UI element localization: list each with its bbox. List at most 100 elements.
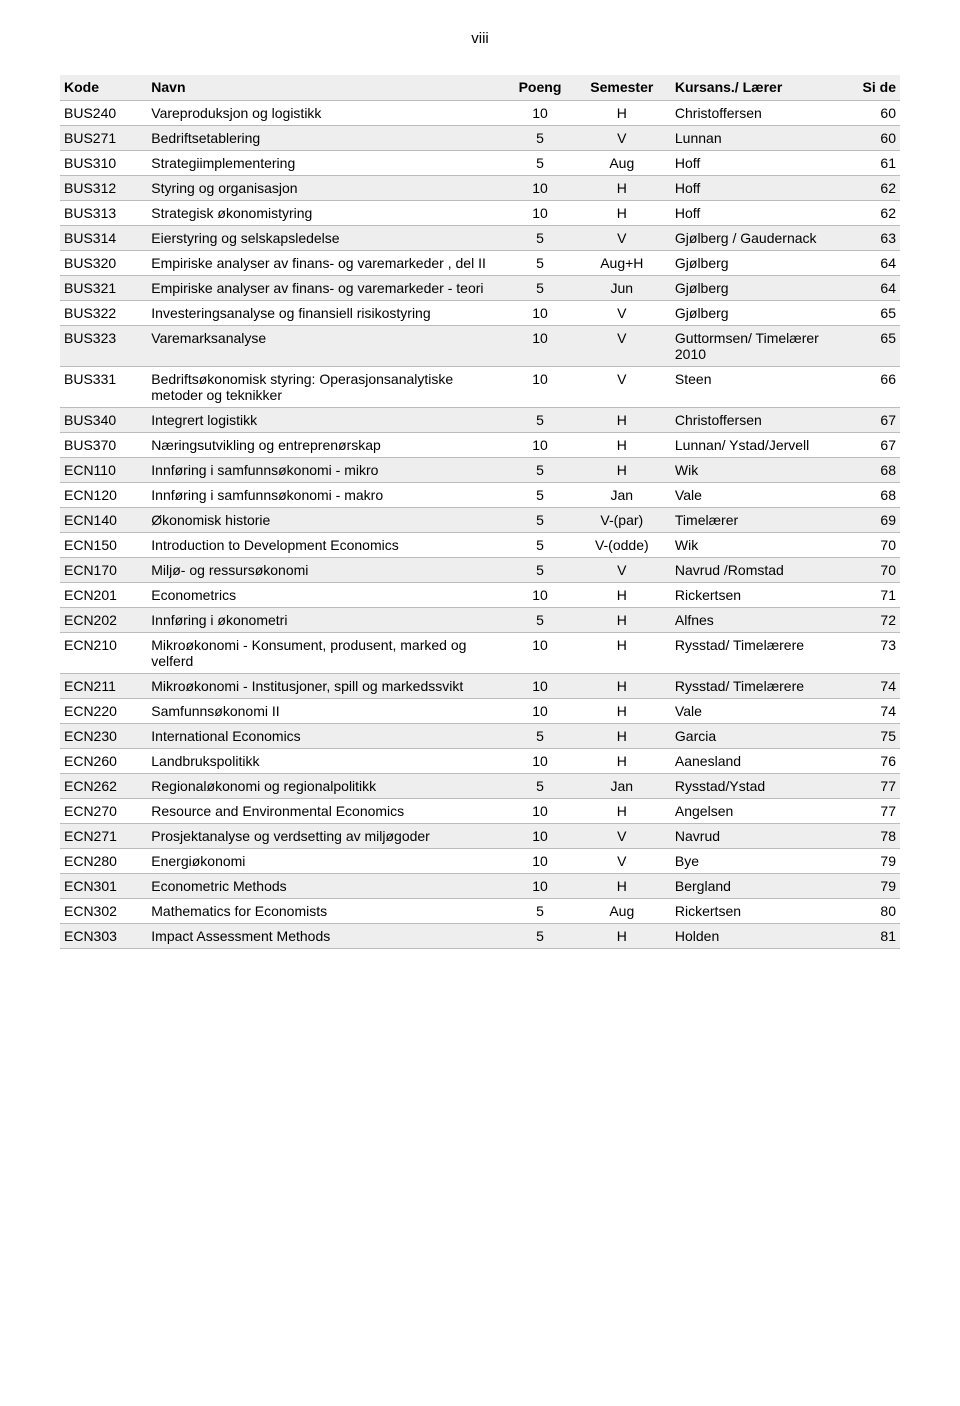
cell-kode: ECN110 bbox=[60, 458, 147, 483]
cell-poeng: 5 bbox=[507, 533, 572, 558]
cell-semester: V bbox=[573, 126, 671, 151]
cell-navn: Empiriske analyser av finans- og varemar… bbox=[147, 276, 507, 301]
cell-side: 68 bbox=[856, 458, 900, 483]
table-row: BUS314Eierstyring og selskapsledelse5VGj… bbox=[60, 226, 900, 251]
cell-kode: ECN150 bbox=[60, 533, 147, 558]
cell-kode: ECN230 bbox=[60, 724, 147, 749]
cell-side: 81 bbox=[856, 924, 900, 949]
cell-poeng: 10 bbox=[507, 326, 572, 367]
cell-kode: BUS370 bbox=[60, 433, 147, 458]
table-row: BUS271Bedriftsetablering5VLunnan60 bbox=[60, 126, 900, 151]
table-row: ECN280Energiøkonomi10VBye79 bbox=[60, 849, 900, 874]
cell-kode: BUS314 bbox=[60, 226, 147, 251]
cell-kode: ECN170 bbox=[60, 558, 147, 583]
cell-semester: V bbox=[573, 367, 671, 408]
cell-side: 80 bbox=[856, 899, 900, 924]
cell-kode: ECN302 bbox=[60, 899, 147, 924]
cell-semester: H bbox=[573, 101, 671, 126]
cell-laerer: Gjølberg bbox=[671, 251, 856, 276]
cell-semester: Aug bbox=[573, 151, 671, 176]
cell-side: 61 bbox=[856, 151, 900, 176]
cell-side: 68 bbox=[856, 483, 900, 508]
cell-semester: H bbox=[573, 583, 671, 608]
cell-navn: Introduction to Development Economics bbox=[147, 533, 507, 558]
cell-side: 67 bbox=[856, 433, 900, 458]
cell-kode: ECN262 bbox=[60, 774, 147, 799]
cell-navn: Regionaløkonomi og regionalpolitikk bbox=[147, 774, 507, 799]
table-row: BUS322Investeringsanalyse og finansiell … bbox=[60, 301, 900, 326]
cell-navn: Vareproduksjon og logistikk bbox=[147, 101, 507, 126]
cell-laerer: Alfnes bbox=[671, 608, 856, 633]
cell-navn: Miljø- og ressursøkonomi bbox=[147, 558, 507, 583]
table-row: ECN301Econometric Methods10HBergland79 bbox=[60, 874, 900, 899]
table-row: ECN150Introduction to Development Econom… bbox=[60, 533, 900, 558]
cell-kode: ECN270 bbox=[60, 799, 147, 824]
cell-side: 77 bbox=[856, 799, 900, 824]
cell-poeng: 10 bbox=[507, 849, 572, 874]
cell-side: 76 bbox=[856, 749, 900, 774]
cell-laerer: Bergland bbox=[671, 874, 856, 899]
table-row: ECN302Mathematics for Economists5AugRick… bbox=[60, 899, 900, 924]
table-row: ECN270Resource and Environmental Economi… bbox=[60, 799, 900, 824]
cell-navn: Investeringsanalyse og finansiell risiko… bbox=[147, 301, 507, 326]
page-number: viii bbox=[60, 30, 900, 47]
cell-poeng: 5 bbox=[507, 774, 572, 799]
cell-navn: Mathematics for Economists bbox=[147, 899, 507, 924]
cell-poeng: 5 bbox=[507, 151, 572, 176]
cell-navn: Bedriftsetablering bbox=[147, 126, 507, 151]
cell-side: 72 bbox=[856, 608, 900, 633]
cell-poeng: 10 bbox=[507, 433, 572, 458]
cell-poeng: 10 bbox=[507, 367, 572, 408]
cell-kode: ECN202 bbox=[60, 608, 147, 633]
cell-laerer: Wik bbox=[671, 533, 856, 558]
cell-kode: BUS322 bbox=[60, 301, 147, 326]
cell-side: 60 bbox=[856, 101, 900, 126]
cell-kode: BUS340 bbox=[60, 408, 147, 433]
table-row: BUS310Strategiimplementering5AugHoff61 bbox=[60, 151, 900, 176]
cell-side: 78 bbox=[856, 824, 900, 849]
header-poeng: Poeng bbox=[507, 75, 572, 101]
table-row: ECN201Econometrics10HRickertsen71 bbox=[60, 583, 900, 608]
cell-poeng: 10 bbox=[507, 799, 572, 824]
table-row: ECN211Mikroøkonomi - Institusjoner, spil… bbox=[60, 674, 900, 699]
cell-kode: ECN211 bbox=[60, 674, 147, 699]
cell-laerer: Rickertsen bbox=[671, 583, 856, 608]
table-row: ECN170Miljø- og ressursøkonomi5VNavrud /… bbox=[60, 558, 900, 583]
cell-side: 70 bbox=[856, 533, 900, 558]
cell-laerer: Navrud /Romstad bbox=[671, 558, 856, 583]
cell-poeng: 10 bbox=[507, 583, 572, 608]
cell-kode: ECN301 bbox=[60, 874, 147, 899]
cell-poeng: 5 bbox=[507, 899, 572, 924]
cell-navn: International Economics bbox=[147, 724, 507, 749]
cell-poeng: 10 bbox=[507, 201, 572, 226]
cell-side: 60 bbox=[856, 126, 900, 151]
cell-navn: Impact Assessment Methods bbox=[147, 924, 507, 949]
cell-navn: Styring og organisasjon bbox=[147, 176, 507, 201]
table-row: ECN260Landbrukspolitikk10HAanesland76 bbox=[60, 749, 900, 774]
cell-laerer: Vale bbox=[671, 699, 856, 724]
table-row: BUS340Integrert logistikk5HChristofferse… bbox=[60, 408, 900, 433]
cell-poeng: 10 bbox=[507, 101, 572, 126]
cell-semester: V-(par) bbox=[573, 508, 671, 533]
cell-laerer: Guttormsen/ Timelærer 2010 bbox=[671, 326, 856, 367]
cell-kode: ECN303 bbox=[60, 924, 147, 949]
cell-side: 79 bbox=[856, 874, 900, 899]
table-row: ECN202Innføring i økonometri5HAlfnes72 bbox=[60, 608, 900, 633]
cell-semester: Aug+H bbox=[573, 251, 671, 276]
cell-poeng: 5 bbox=[507, 126, 572, 151]
cell-kode: BUS271 bbox=[60, 126, 147, 151]
cell-kode: ECN260 bbox=[60, 749, 147, 774]
cell-kode: ECN201 bbox=[60, 583, 147, 608]
cell-semester: Jan bbox=[573, 774, 671, 799]
cell-kode: BUS312 bbox=[60, 176, 147, 201]
cell-kode: BUS323 bbox=[60, 326, 147, 367]
cell-semester: H bbox=[573, 408, 671, 433]
cell-laerer: Hoff bbox=[671, 201, 856, 226]
cell-semester: V bbox=[573, 849, 671, 874]
cell-navn: Samfunnsøkonomi II bbox=[147, 699, 507, 724]
header-semester: Semester bbox=[573, 75, 671, 101]
cell-kode: ECN280 bbox=[60, 849, 147, 874]
cell-side: 64 bbox=[856, 276, 900, 301]
cell-kode: ECN220 bbox=[60, 699, 147, 724]
cell-poeng: 10 bbox=[507, 301, 572, 326]
